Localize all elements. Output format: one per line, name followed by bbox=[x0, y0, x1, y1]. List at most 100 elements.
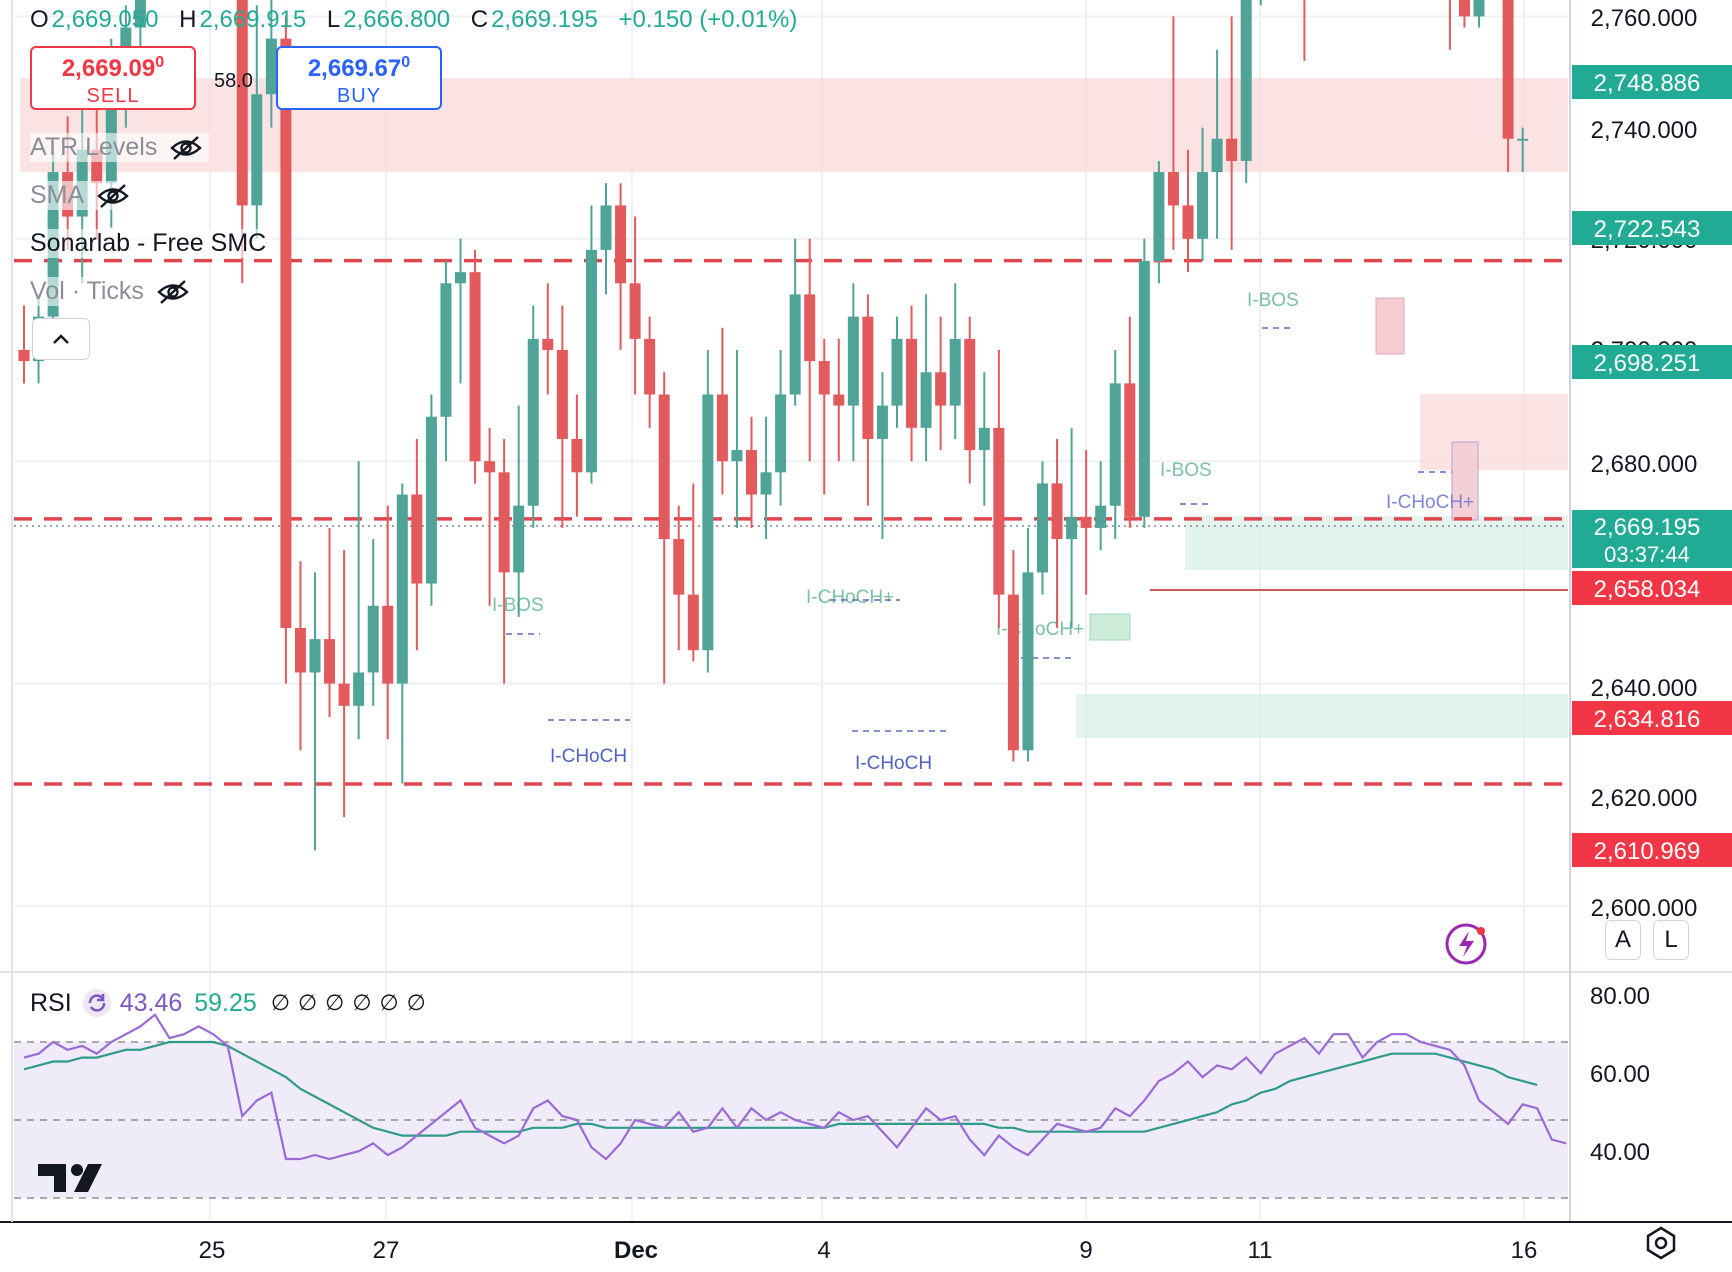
atr-levels bbox=[14, 258, 1568, 786]
smc-label: I-BOS bbox=[1160, 460, 1212, 481]
candle-body bbox=[804, 294, 816, 362]
candle-body bbox=[309, 639, 321, 673]
time-tick-label: 4 bbox=[817, 1237, 830, 1264]
order-block bbox=[1089, 613, 1131, 641]
price-badge-label: 2,610.969 bbox=[1594, 838, 1701, 865]
candle-body bbox=[469, 272, 481, 462]
candle-body bbox=[18, 350, 30, 362]
legend-volume[interactable]: Vol · Ticks bbox=[30, 277, 196, 306]
auto-scale-button[interactable]: A bbox=[1605, 920, 1641, 960]
open-label: O bbox=[30, 6, 49, 33]
candle-body bbox=[1124, 383, 1136, 517]
price-badge bbox=[1572, 510, 1732, 568]
candle-body bbox=[789, 294, 801, 395]
candle-body bbox=[876, 405, 888, 439]
candle-body bbox=[1080, 516, 1092, 528]
time-tick-label: 25 bbox=[199, 1237, 226, 1264]
candle-body bbox=[920, 372, 932, 428]
rsi-tick-label: 60.00 bbox=[1590, 1061, 1650, 1088]
candle-body bbox=[1502, 0, 1514, 139]
grid-lines bbox=[14, 0, 1568, 1220]
low-value: 2,666.800 bbox=[343, 6, 451, 33]
candle-body bbox=[324, 639, 336, 684]
candle-body bbox=[687, 594, 699, 651]
price-tick-label: 2,680.000 bbox=[1591, 451, 1698, 478]
candle-body bbox=[396, 494, 408, 684]
collapse-legend-button[interactable] bbox=[32, 318, 90, 360]
time-tick-label: Dec bbox=[614, 1237, 658, 1264]
buy-label: BUY bbox=[336, 85, 382, 107]
order-block bbox=[1451, 441, 1479, 521]
price-badge-label: 2,698.251 bbox=[1594, 350, 1701, 377]
candle-body bbox=[1066, 516, 1078, 540]
candle-body bbox=[615, 205, 627, 284]
candle-body bbox=[265, 38, 277, 95]
candle-body bbox=[513, 505, 525, 573]
price-tick-label: 2,600.000 bbox=[1591, 895, 1698, 922]
candle-body bbox=[280, 38, 292, 628]
candle-body bbox=[833, 394, 845, 406]
buy-price: 2,669.670 bbox=[307, 54, 411, 82]
na-marker: ∅ bbox=[379, 990, 399, 1015]
na-marker: ∅ bbox=[297, 990, 318, 1015]
candle-body bbox=[964, 338, 976, 451]
eye-hidden-icon[interactable] bbox=[96, 183, 130, 209]
rsi-line bbox=[23, 1013, 1567, 1161]
candle-body bbox=[1037, 483, 1048, 573]
candle-body bbox=[629, 283, 641, 339]
smc-label: I-CHoCH bbox=[855, 753, 932, 774]
candle-body bbox=[1197, 172, 1209, 239]
candle-body bbox=[1007, 594, 1019, 751]
na-marker: ∅ bbox=[352, 990, 372, 1015]
legend-smc-label: Sonarlab - Free SMC bbox=[30, 229, 267, 257]
price-badge-label: 2,722.543 bbox=[1594, 216, 1701, 243]
candle-body bbox=[1458, 0, 1470, 17]
candle-body bbox=[527, 338, 539, 506]
na-marker: ∅ bbox=[406, 990, 426, 1015]
eye-hidden-icon[interactable] bbox=[169, 135, 203, 161]
legend-atr-label: ATR Levels bbox=[30, 133, 158, 161]
candle-body bbox=[134, 0, 146, 28]
sell-button[interactable]: 2,669.090 SELL bbox=[30, 46, 196, 110]
price-badge bbox=[1572, 211, 1732, 245]
chevron-up-icon bbox=[53, 334, 69, 344]
candle-body bbox=[1182, 205, 1194, 239]
price-badge bbox=[1572, 345, 1732, 379]
time-tick-label: 27 bbox=[373, 1237, 400, 1264]
high-value: 2,669.915 bbox=[199, 6, 307, 33]
candle-body bbox=[716, 394, 728, 462]
legend-sma[interactable]: SMA bbox=[30, 181, 137, 210]
candlestick-series bbox=[18, 0, 1529, 851]
order-block bbox=[1375, 297, 1405, 355]
candle-body bbox=[455, 272, 466, 284]
candle-body bbox=[658, 394, 670, 540]
smc-annotations: I-BOS I-CHoCH I-CHoCH+ I-CHoCH I-CHoCH+ I-BOS… bbox=[492, 290, 1474, 774]
lightning-icon[interactable] bbox=[1445, 923, 1487, 965]
settings-gear-icon[interactable] bbox=[1646, 1226, 1676, 1260]
rsi-legend[interactable]: RSI 43.46 59.25 ∅ ∅ ∅ ∅ ∅ ∅ bbox=[30, 988, 434, 1018]
candle-body bbox=[91, 149, 103, 184]
rsi-value: 43.46 bbox=[119, 988, 183, 1017]
close-label: C bbox=[470, 6, 489, 33]
refresh-icon[interactable] bbox=[82, 988, 112, 1018]
log-scale-button[interactable]: L bbox=[1653, 920, 1689, 960]
candle-body bbox=[891, 338, 903, 406]
candle-body bbox=[542, 338, 554, 350]
legend-atr-levels[interactable]: ATR Levels bbox=[30, 133, 210, 162]
na-marker: ∅ bbox=[325, 990, 345, 1015]
demand-zone bbox=[1076, 694, 1568, 738]
candle-body bbox=[949, 338, 961, 406]
candle-body bbox=[440, 283, 452, 417]
ohlc-readout: O 2,669.050 H 2,669.915 L 2,666.800 C 2,669.… bbox=[30, 6, 811, 34]
buy-button[interactable]: 2,669.670 BUY bbox=[276, 46, 442, 110]
legend-smc[interactable]: Sonarlab - Free SMC bbox=[30, 229, 273, 258]
supply-zone bbox=[1420, 394, 1568, 470]
spread-value: 58.0 bbox=[214, 70, 253, 92]
candle-body bbox=[1022, 572, 1034, 751]
candle-body bbox=[353, 672, 365, 706]
eye-hidden-icon[interactable] bbox=[156, 279, 190, 305]
sell-label: SELL bbox=[86, 85, 140, 107]
candle-body bbox=[978, 427, 990, 451]
